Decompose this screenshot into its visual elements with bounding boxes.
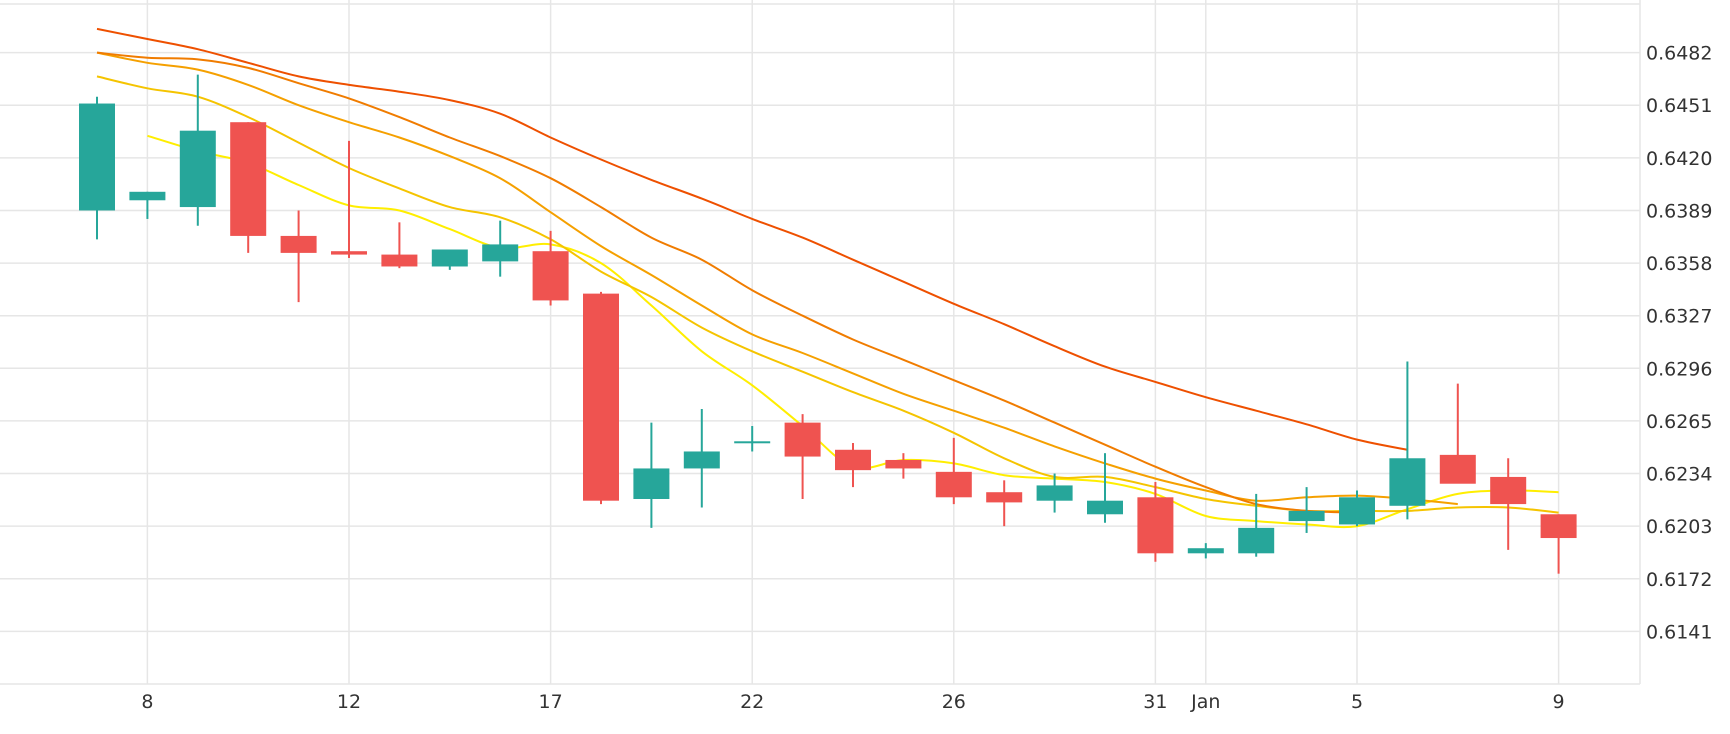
candle-down bbox=[230, 122, 267, 253]
candle-body bbox=[1238, 527, 1275, 554]
candle-up bbox=[482, 220, 519, 277]
candle-up bbox=[1389, 361, 1426, 520]
candle-up bbox=[1238, 493, 1275, 557]
candle-down bbox=[331, 140, 367, 258]
x-tick-label: 8 bbox=[141, 691, 153, 713]
candle-up bbox=[179, 74, 216, 226]
moving-average-line bbox=[96, 51, 1358, 514]
candle-body bbox=[633, 468, 670, 499]
y-tick-label: 0.6234 bbox=[1646, 464, 1712, 486]
candle-down bbox=[1540, 514, 1577, 574]
candle-body bbox=[179, 130, 216, 208]
candle-down bbox=[1490, 458, 1527, 550]
candle-up bbox=[79, 96, 115, 240]
candle-body bbox=[1389, 458, 1426, 506]
candle-layer bbox=[79, 74, 1577, 574]
y-tick-label: 0.6203 bbox=[1646, 516, 1712, 538]
moving-average-layer bbox=[96, 27, 1559, 529]
candle-down bbox=[885, 453, 922, 479]
candle-down bbox=[784, 414, 821, 499]
y-tick-label: 0.6141 bbox=[1646, 621, 1712, 643]
candle-up bbox=[431, 249, 468, 270]
y-tick-label: 0.6420 bbox=[1646, 148, 1712, 170]
x-tick-label: 26 bbox=[942, 691, 966, 713]
candle-body bbox=[784, 422, 821, 457]
y-tick-label: 0.6482 bbox=[1646, 43, 1712, 65]
candle-down bbox=[1439, 383, 1476, 484]
candle-body bbox=[583, 293, 619, 501]
y-tick-label: 0.6451 bbox=[1646, 95, 1712, 117]
candle-body bbox=[1439, 454, 1476, 484]
x-tick-label: Jan bbox=[1190, 691, 1220, 713]
candle-body bbox=[280, 235, 317, 253]
x-tick-label: 17 bbox=[539, 691, 563, 713]
candle-body bbox=[532, 251, 569, 301]
candle-body bbox=[1036, 485, 1073, 501]
candle-body bbox=[986, 492, 1023, 503]
y-tick-label: 0.6327 bbox=[1646, 306, 1712, 328]
x-tick-label: 5 bbox=[1351, 691, 1363, 713]
candle-up bbox=[129, 191, 166, 219]
candle-up bbox=[633, 422, 670, 528]
candle-up bbox=[683, 409, 720, 508]
candle-down bbox=[835, 442, 871, 488]
x-tick-label: 22 bbox=[740, 691, 764, 713]
candle-up bbox=[1339, 490, 1375, 527]
candle-down bbox=[381, 222, 418, 269]
candle-body bbox=[431, 249, 468, 267]
y-tick-label: 0.6265 bbox=[1646, 411, 1712, 433]
candle-up bbox=[1036, 473, 1073, 513]
x-tick-label: 12 bbox=[337, 691, 361, 713]
candle-body bbox=[935, 471, 972, 498]
candle-up bbox=[1087, 453, 1123, 523]
candle-up bbox=[1288, 487, 1325, 533]
moving-average-line bbox=[96, 27, 1408, 451]
y-tick-label: 0.6389 bbox=[1646, 200, 1712, 222]
candle-down bbox=[532, 230, 569, 306]
candle-body bbox=[1137, 497, 1174, 554]
candle-body bbox=[734, 441, 771, 444]
x-tick-label: 9 bbox=[1553, 691, 1565, 713]
candle-up bbox=[1187, 543, 1224, 559]
candle-up bbox=[734, 426, 771, 452]
moving-average-line bbox=[96, 75, 1559, 514]
candle-down bbox=[986, 480, 1023, 527]
axis-layer: 0.6141 0.6172 0.6203 0.6234 0.6265 0.6296 0.63… bbox=[141, 43, 1712, 713]
moving-average-line bbox=[96, 51, 1458, 506]
candle-body bbox=[1540, 514, 1577, 539]
candle-body bbox=[683, 451, 720, 469]
candle-body bbox=[1339, 497, 1375, 525]
candle-down bbox=[935, 437, 972, 505]
x-tick-label: 31 bbox=[1143, 691, 1167, 713]
grid-layer bbox=[0, 0, 1641, 685]
candle-body bbox=[1490, 476, 1527, 505]
candle-body bbox=[1187, 548, 1224, 554]
candle-body bbox=[1288, 510, 1325, 522]
candle-body bbox=[482, 244, 519, 262]
candle-down bbox=[280, 210, 317, 303]
candle-down bbox=[1137, 482, 1174, 562]
y-tick-label: 0.6296 bbox=[1646, 358, 1712, 380]
candle-body bbox=[230, 122, 267, 236]
candle-body bbox=[129, 191, 166, 201]
candle-body bbox=[331, 251, 367, 255]
y-tick-label: 0.6172 bbox=[1646, 569, 1712, 591]
candle-body bbox=[381, 254, 418, 267]
candle-body bbox=[835, 449, 871, 471]
candle-body bbox=[885, 459, 922, 469]
candle-body bbox=[79, 103, 115, 211]
candle-body bbox=[1087, 500, 1123, 515]
candle-down bbox=[583, 291, 619, 505]
y-tick-label: 0.6358 bbox=[1646, 253, 1712, 275]
